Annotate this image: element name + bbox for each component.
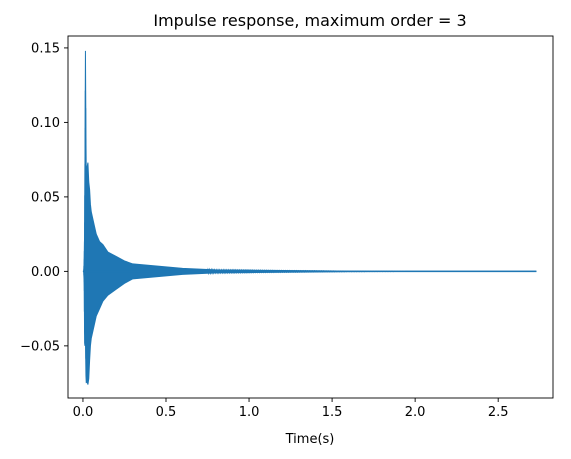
y-tick-label: 0.15 bbox=[31, 41, 60, 56]
y-tick-label: 0.10 bbox=[31, 116, 60, 131]
x-tick-label: 2.0 bbox=[405, 405, 426, 420]
y-tick-label: −0.05 bbox=[20, 339, 60, 354]
series-envelope bbox=[82, 50, 537, 385]
axes-frame bbox=[67, 35, 554, 399]
chart-title: Impulse response, maximum order = 3 bbox=[153, 11, 466, 30]
x-axis-label: Time(s) bbox=[285, 432, 335, 447]
x-tick-label: 1.0 bbox=[239, 405, 260, 420]
x-tick-label: 0.5 bbox=[156, 405, 177, 420]
series-clip-group bbox=[82, 50, 537, 385]
axes: 0.0 0.5 1.0 1.5 2.0 2.5 −0.05 0.00 0.05 0.10 0.15 bbox=[20, 35, 554, 420]
x-tick-label: 2.5 bbox=[488, 405, 509, 420]
y-tick-label: 0.05 bbox=[31, 190, 60, 205]
x-tick-label: 0.0 bbox=[73, 405, 94, 420]
y-tick-label: 0.00 bbox=[31, 265, 60, 280]
plot-area bbox=[82, 50, 537, 385]
x-tick-label: 1.5 bbox=[322, 405, 343, 420]
